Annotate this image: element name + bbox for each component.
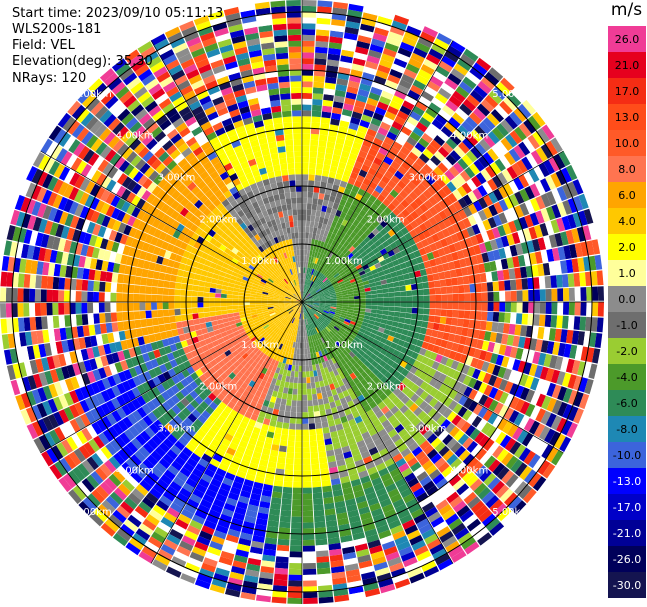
ring-distance-label: 5.00km (74, 89, 112, 100)
ring-distance-label: 1.00km (325, 256, 363, 267)
ring-distance-label: 3.00km (158, 424, 196, 435)
colorbar-tick-label: 1.0 (618, 267, 636, 280)
colorbar-tick-label: 0.0 (618, 293, 636, 306)
range-ring (127, 127, 477, 477)
colorbar-tick-label: -13.0 (613, 475, 641, 488)
velocity-colorbar: 26.0 21.0 17.0 13.0 10.0 8.0 6.0 4.0 2.0 1.0 0.0 -1… (608, 26, 646, 598)
ring-distance-label: 2.00km (367, 214, 405, 225)
ring-distance-label: 1.00km (241, 256, 279, 267)
colorbar-swatch (608, 312, 646, 339)
colorbar-swatch (608, 52, 646, 79)
colorbar-swatch (608, 286, 646, 313)
colorbar-tick-label: -2.0 (616, 345, 637, 358)
colorbar-swatch (608, 494, 646, 521)
colorbar-tick-label: 8.0 (618, 163, 636, 176)
colorbar-swatch (608, 26, 646, 53)
colorbar-swatch (608, 364, 646, 391)
colorbar-title: m/s (610, 0, 643, 20)
range-grid: 1.00km 1.00km 1.00km 1.00km 2.00km 2.00km 2.00… (0, 0, 604, 604)
colorbar-swatch (608, 260, 646, 287)
colorbar-swatch (608, 520, 646, 547)
colorbar-swatch (608, 468, 646, 495)
ring-distance-label: 5.00km (74, 507, 112, 518)
ring-distance-label: 1.00km (325, 340, 363, 351)
colorbar-tick-label: 13.0 (615, 111, 640, 124)
velocity-gates (0, 0, 604, 604)
colorbar-swatch (608, 130, 646, 157)
colorbar-tick-label: 4.0 (618, 215, 636, 228)
colorbar-tick-label: -1.0 (616, 319, 637, 332)
elevation-label: Elevation(deg): 35.30 (12, 54, 153, 69)
colorbar-swatch (608, 208, 646, 235)
start-time-label: Start time: 2023/09/10 05:11:13 (12, 6, 224, 21)
colorbar-tick-label: 26.0 (615, 33, 640, 46)
range-ring (69, 69, 535, 535)
ring-distance-label: 4.00km (450, 131, 488, 142)
ppi-scan-plot: 1.00km 1.00km 1.00km 1.00km 2.00km 2.00km 2.00… (0, 0, 604, 604)
ring-distance-label: 2.00km (199, 382, 237, 393)
range-ring (185, 185, 419, 419)
colorbar-swatch (608, 234, 646, 261)
colorbar-tick-label: 10.0 (615, 137, 640, 150)
colorbar-swatch (608, 182, 646, 209)
colorbar-swatch (608, 156, 646, 183)
colorbar-tick-label: 21.0 (615, 59, 640, 72)
colorbar-swatch (608, 416, 646, 443)
ring-distance-label: 3.00km (409, 424, 447, 435)
range-ring (243, 243, 361, 361)
colorbar-tick-label: -21.0 (613, 527, 641, 540)
ring-distance-label: 4.00km (116, 465, 154, 476)
colorbar-tick-label: -26.0 (613, 553, 641, 566)
ring-distance-label: 4.00km (450, 465, 488, 476)
colorbar-swatch (608, 442, 646, 469)
colorbar-swatch (608, 78, 646, 105)
ring-distance-label: 5.00km (492, 89, 530, 100)
colorbar-tick-label: 2.0 (618, 241, 636, 254)
colorbar-tick-label: -4.0 (616, 371, 637, 384)
colorbar-swatch (608, 390, 646, 417)
instrument-label: WLS200s-181 (12, 22, 102, 37)
ring-distance-label: 5.00km (492, 507, 530, 518)
ring-distance-label: 4.00km (116, 131, 154, 142)
nrays-label: NRays: 120 (12, 71, 87, 86)
colorbar-tick-label: -10.0 (613, 449, 641, 462)
colorbar-tick-label: -8.0 (616, 423, 637, 436)
colorbar-swatch (608, 546, 646, 573)
colorbar-tick-label: -17.0 (613, 501, 641, 514)
colorbar-swatch (608, 338, 646, 365)
ring-distance-label: 2.00km (199, 214, 237, 225)
range-ring (11, 11, 593, 593)
colorbar-swatch (608, 572, 646, 598)
colorbar-swatch (608, 104, 646, 131)
ring-distance-label: 3.00km (409, 173, 447, 184)
colorbar-tick-label: 6.0 (618, 189, 636, 202)
colorbar-tick-label: -30.0 (613, 579, 641, 592)
colorbar-tick-label: -6.0 (616, 397, 637, 410)
ring-distance-label: 3.00km (158, 173, 196, 184)
ring-distance-label: 1.00km (241, 340, 279, 351)
ring-distance-label: 2.00km (367, 382, 405, 393)
field-label: Field: VEL (12, 38, 75, 53)
colorbar-tick-label: 17.0 (615, 85, 640, 98)
